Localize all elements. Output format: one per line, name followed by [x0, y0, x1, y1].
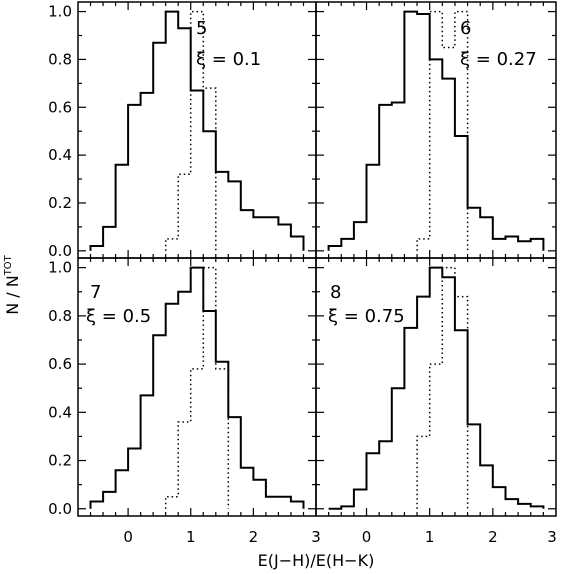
y-tick-label: 0.8 — [48, 50, 72, 68]
panel-number-label: 6 — [460, 18, 471, 39]
solid-histogram-series — [89, 266, 305, 509]
panel-number-label: 5 — [196, 18, 207, 39]
x-tick-label: 1 — [186, 528, 196, 546]
x-tick-label: 0 — [123, 528, 133, 546]
y-axis-label: N / N — [3, 275, 22, 315]
dotted-histogram-series — [164, 266, 230, 509]
panel-5: 5 ξ = 0.1 — [77, 1, 317, 259]
y-tick-label: 0.4 — [48, 403, 72, 421]
y-tick-label: 0.0 — [48, 500, 72, 518]
solid-histogram-series — [89, 10, 305, 251]
x-tick-label: 3 — [311, 528, 321, 546]
y-tick-label: 1.0 — [48, 259, 72, 277]
solid-histogram-series — [328, 266, 545, 510]
panel-number-label: 7 — [90, 282, 101, 303]
dotted-histogram-series — [416, 10, 469, 251]
panel-frame — [77, 1, 317, 259]
panel-7: 7 ξ = 0.5 — [77, 257, 317, 517]
y-tick-label: 0.8 — [48, 307, 72, 325]
panel-number-label: 8 — [330, 282, 341, 303]
x-tick-label: 2 — [249, 528, 259, 546]
y-tick-label: 0.6 — [48, 98, 72, 116]
panel-frame — [77, 257, 317, 517]
x-tick-label: 2 — [488, 528, 498, 546]
x-tick-label: 1 — [425, 528, 435, 546]
y-tick-label: 0.4 — [48, 146, 72, 164]
y-tick-label: 1.0 — [48, 3, 72, 21]
panel-xi-label: ξ = 0.1 — [196, 49, 261, 70]
panel-6: 6 ξ = 0.27 — [315, 1, 557, 259]
y-tick-label: 0.2 — [48, 194, 72, 212]
panel-xi-label: ξ = 0.27 — [460, 49, 537, 70]
x-axis-label: E(J−H)/E(H−K) — [258, 551, 375, 570]
y-axis-label-superscript: TOT — [3, 254, 14, 276]
svg-text:N / NTOT: N / NTOT — [3, 254, 22, 314]
dotted-histogram-series — [164, 10, 217, 251]
y-tick-label: 0.2 — [48, 452, 72, 470]
panel-8: 8 ξ = 0.75 — [315, 257, 557, 517]
x-tick-label: 0 — [362, 528, 372, 546]
solid-histogram-series — [327, 10, 545, 251]
panel-xi-label: ξ = 0.5 — [86, 306, 151, 327]
y-tick-label: 0.0 — [48, 242, 72, 260]
panel-xi-label: ξ = 0.75 — [328, 306, 405, 327]
panel-frame — [315, 257, 557, 517]
panel-frame — [315, 1, 557, 259]
dotted-histogram-series — [416, 266, 469, 509]
x-tick-label: 3 — [547, 528, 557, 546]
y-tick-label: 0.6 — [48, 355, 72, 373]
y-axis-label-group: N / NTOT — [3, 254, 22, 314]
